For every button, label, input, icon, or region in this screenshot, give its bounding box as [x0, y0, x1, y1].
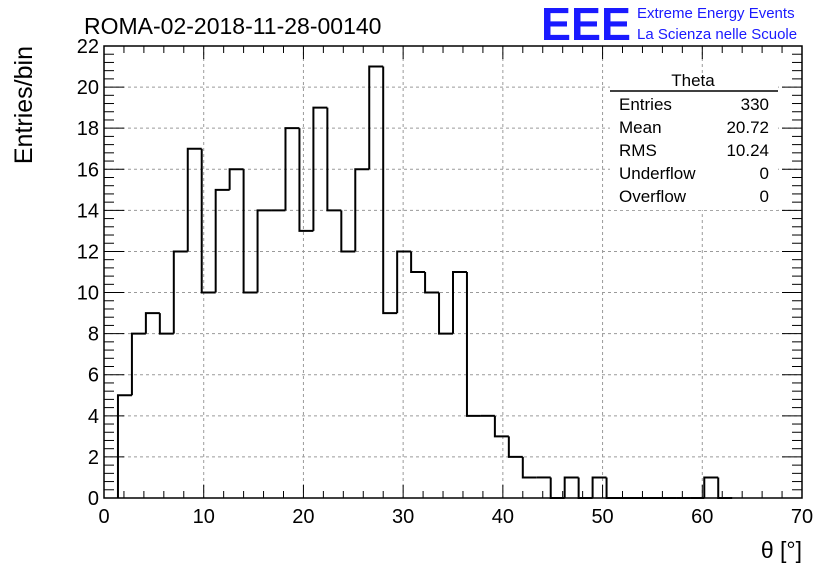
stats-value: 0	[760, 164, 769, 183]
histogram-bin	[228, 168, 244, 190]
histogram-bin	[605, 477, 621, 499]
y-tick-label: 6	[88, 365, 99, 387]
x-tick-label: 70	[791, 506, 813, 528]
y-tick-label: 2	[88, 447, 99, 469]
stats-label: RMS	[619, 141, 657, 160]
x-tick-label: 20	[292, 506, 314, 528]
histogram-bars	[116, 65, 733, 499]
stats-label: Mean	[619, 118, 662, 137]
x-tick-labels: 0 10 20 30 40 50 60 70	[98, 506, 813, 528]
histogram-bin	[214, 188, 230, 293]
logo-mark: EEE	[541, 0, 631, 50]
stats-label: Overflow	[619, 187, 687, 206]
y-tick-label: 4	[88, 406, 99, 428]
histogram-bin	[507, 436, 523, 458]
stats-box: Theta Entries 330 Mean 20.72 RMS 10.24 Underfl…	[610, 71, 778, 210]
histogram-bin	[158, 313, 174, 335]
histogram-bin	[172, 250, 188, 334]
y-tick-label: 14	[77, 200, 99, 222]
histogram-bin	[396, 250, 412, 314]
histogram-bin	[256, 209, 272, 293]
histogram-bin	[200, 148, 216, 294]
x-tick-label: 60	[691, 506, 713, 528]
histogram-bin	[382, 66, 398, 315]
x-axis-title: θ [°]	[761, 537, 802, 563]
histogram-bin	[130, 332, 146, 396]
histogram-bin	[703, 476, 719, 498]
histogram-bin	[563, 476, 579, 498]
histogram-bin	[521, 456, 537, 479]
histogram-bin	[284, 127, 300, 211]
histogram-bin	[424, 272, 440, 294]
y-tick-label: 22	[77, 36, 99, 58]
y-tick-label: 20	[77, 77, 99, 99]
histogram-bin	[410, 251, 426, 273]
y-tick-label: 10	[77, 283, 99, 305]
y-tick-label: 8	[88, 324, 99, 346]
stats-value: 0	[760, 187, 769, 206]
y-tick-labels: 0 2 4 6 8 10 12 14 16 18 20 22	[77, 36, 99, 510]
histogram-bin	[452, 271, 467, 334]
y-tick-label: 12	[77, 241, 99, 263]
plot-frame	[103, 45, 803, 499]
stats-value: 20.72	[726, 118, 769, 137]
histogram-bin	[717, 477, 733, 499]
histogram-bin	[465, 272, 481, 417]
histogram-bin	[340, 210, 356, 253]
logo-line-2: La Scienza nelle Scuole	[637, 26, 797, 43]
histogram-bin	[312, 106, 328, 231]
histogram-bin	[242, 169, 258, 294]
y-tick-label: 16	[77, 159, 99, 181]
eee-logo: EEE Extreme Energy Events La Scienza nel…	[541, 0, 797, 50]
histogram-bin	[116, 394, 132, 498]
x-tick-label: 30	[392, 506, 414, 528]
x-tick-label: 10	[193, 506, 215, 528]
histogram-bin	[493, 415, 509, 438]
histogram-bin	[577, 477, 593, 499]
y-tick-label: 0	[88, 488, 99, 510]
histogram-bin	[438, 292, 453, 335]
x-tick-label: 0	[98, 506, 109, 528]
histogram-bin	[591, 476, 607, 498]
x-tick-label: 40	[492, 506, 514, 528]
histogram-bin	[298, 128, 314, 232]
histogram-bin	[354, 168, 370, 252]
histogram-bin	[326, 107, 342, 212]
stats-value: 330	[741, 95, 769, 114]
x-tick-label: 50	[591, 506, 613, 528]
stats-label: Entries	[619, 95, 672, 114]
y-tick-label: 18	[77, 118, 99, 140]
chart-title: ROMA-02-2018-11-28-00140	[84, 13, 381, 39]
stats-label: Underflow	[619, 164, 696, 183]
stats-title: Theta	[671, 71, 715, 90]
stats-box-bg	[610, 80, 778, 210]
stats-value: 10.24	[726, 141, 769, 160]
y-axis-title: Entries/bin	[10, 46, 38, 164]
histogram-bin	[186, 147, 202, 252]
logo-line-1: Extreme Energy Events	[637, 5, 795, 22]
histogram-bin	[144, 312, 160, 334]
histogram-bin	[368, 65, 384, 170]
